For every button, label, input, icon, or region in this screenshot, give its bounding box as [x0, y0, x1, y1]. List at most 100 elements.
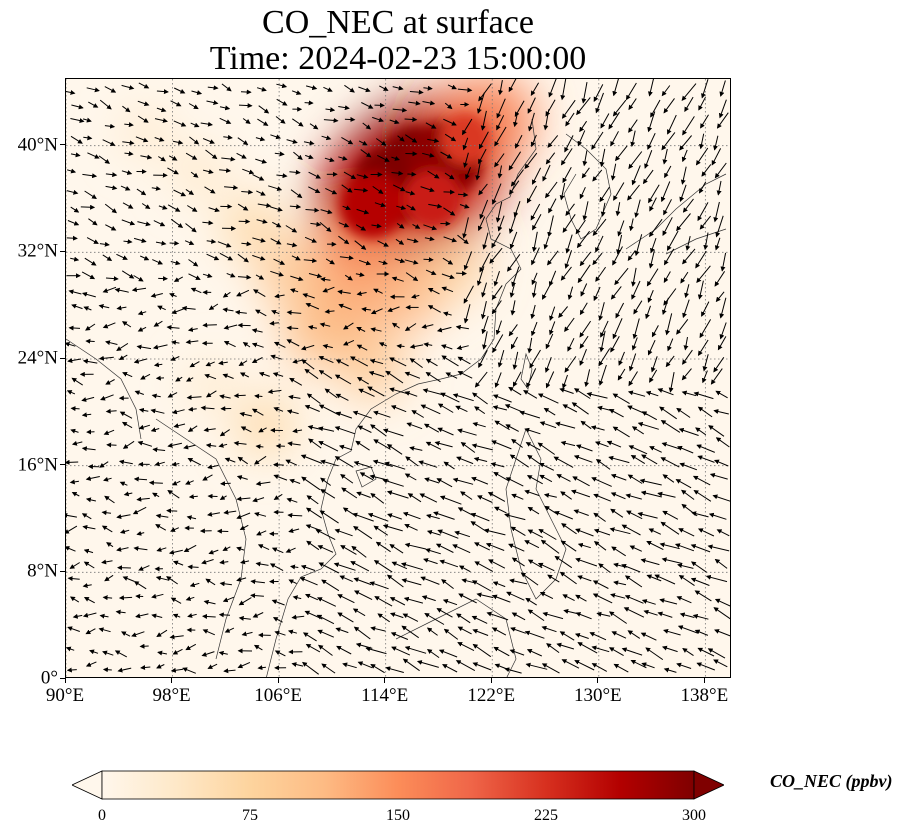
- wind-arrow: [356, 291, 367, 296]
- wind-arrow: [219, 252, 234, 261]
- lon-tick-mark: [490, 678, 492, 683]
- wind-arrow: [352, 410, 372, 419]
- wind-arrow: [237, 137, 249, 146]
- wind-arrow: [208, 207, 220, 213]
- wind-arrow: [511, 493, 524, 500]
- wind-arrow: [355, 272, 365, 278]
- wind-arrow: [560, 440, 576, 447]
- wind-arrow: [646, 268, 659, 287]
- wind-arrow: [207, 511, 220, 517]
- wind-arrow: [455, 324, 469, 330]
- wind-arrow: [300, 344, 315, 351]
- wind-arrow: [391, 156, 400, 161]
- wind-arrow: [255, 309, 267, 317]
- concentration-blob: [187, 360, 238, 411]
- wind-arrow: [465, 167, 471, 180]
- wind-arrow: [476, 266, 485, 286]
- wind-arrow: [647, 290, 654, 303]
- wind-arrow: [102, 254, 113, 261]
- wind-arrow: [202, 220, 214, 226]
- wind-arrow: [676, 213, 691, 232]
- wind-arrow: [88, 101, 99, 108]
- wind-arrow: [82, 173, 98, 179]
- wind-arrow: [692, 475, 711, 486]
- wind-arrow: [526, 475, 543, 485]
- wind-arrow: [70, 206, 80, 213]
- wind-arrow: [370, 492, 385, 504]
- wind-arrow: [462, 217, 469, 239]
- wind-arrow: [425, 441, 442, 450]
- wind-arrow: [68, 325, 81, 331]
- wind-arrow: [460, 491, 473, 500]
- wind-arrow: [477, 216, 486, 232]
- wind-arrow: [527, 454, 541, 465]
- wind-arrow: [334, 374, 352, 385]
- wind-arrow: [562, 214, 576, 233]
- wind-arrow: [382, 428, 404, 437]
- wind-arrow: [66, 667, 77, 673]
- wind-arrow: [104, 123, 116, 129]
- concentration-blob: [120, 107, 172, 158]
- wind-arrow: [187, 205, 198, 212]
- map-title: CO_NEC at surface: [262, 4, 534, 41]
- wind-arrow: [81, 513, 92, 520]
- wind-arrow: [539, 462, 555, 471]
- wind-arrow: [630, 130, 636, 147]
- wind-arrow: [427, 170, 440, 179]
- wind-arrow: [565, 112, 575, 127]
- wind-arrow: [615, 202, 621, 217]
- wind-arrow: [152, 447, 166, 453]
- wind-arrow: [350, 356, 369, 367]
- wind-arrow: [135, 136, 149, 143]
- wind-arrow: [372, 185, 384, 194]
- wind-arrow: [271, 309, 280, 315]
- wind-arrow: [718, 99, 727, 119]
- wind-arrow: [66, 459, 79, 465]
- wind-arrow: [343, 322, 354, 330]
- wind-arrow: [288, 394, 301, 400]
- wind-arrow: [404, 473, 417, 481]
- wind-arrow: [590, 425, 605, 431]
- wind-arrow: [579, 349, 587, 366]
- wind-arrow: [70, 428, 79, 434]
- wind-arrow: [663, 288, 677, 306]
- wind-arrow: [680, 271, 689, 284]
- wind-arrow: [187, 425, 198, 432]
- wind-arrow: [639, 478, 662, 486]
- wind-arrow: [459, 203, 470, 209]
- wind-arrow: [560, 491, 572, 500]
- wind-arrow: [714, 237, 721, 251]
- wind-arrow: [66, 90, 76, 95]
- wind-arrow: [233, 440, 247, 446]
- wind-arrow: [593, 286, 601, 302]
- wind-arrow: [185, 223, 197, 233]
- wind-arrow: [122, 105, 131, 113]
- wind-arrow: [71, 492, 80, 497]
- wind-arrow: [202, 322, 217, 328]
- wind-arrow: [387, 513, 402, 520]
- lat-tick-label: 40°N: [17, 134, 58, 156]
- wind-arrow: [304, 100, 314, 106]
- wind-arrow: [344, 84, 355, 93]
- wind-arrow: [679, 135, 692, 151]
- wind-arrow: [308, 438, 322, 449]
- wind-arrow: [617, 368, 626, 381]
- wind-arrow: [116, 514, 131, 519]
- wind-arrow: [576, 230, 590, 249]
- wind-arrow: [301, 359, 315, 370]
- wind-arrow: [341, 184, 353, 193]
- wind-arrow: [473, 456, 488, 462]
- wind-arrow: [665, 355, 675, 368]
- wind-arrow: [474, 406, 486, 415]
- wind-arrow: [423, 224, 438, 231]
- wind-arrow: [320, 489, 336, 499]
- wind-arrow: [254, 393, 263, 399]
- lon-tick-label: 122°E: [467, 685, 516, 706]
- wind-arrow: [463, 152, 469, 168]
- wind-arrow: [471, 392, 488, 405]
- wind-arrow: [565, 203, 575, 217]
- wind-arrow: [543, 493, 557, 498]
- wind-arrow: [539, 421, 557, 429]
- wind-arrow: [270, 206, 283, 212]
- wind-arrow: [223, 341, 236, 348]
